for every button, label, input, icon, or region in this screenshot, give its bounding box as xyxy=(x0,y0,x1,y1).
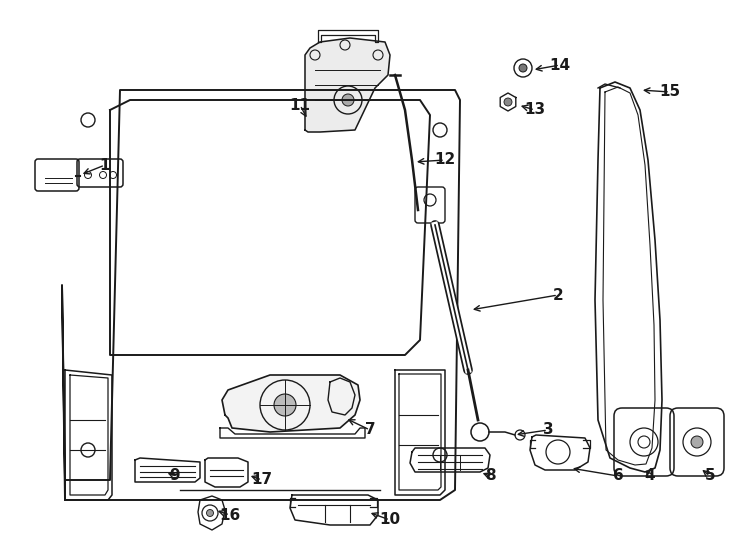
Text: 16: 16 xyxy=(219,508,241,523)
Polygon shape xyxy=(222,375,360,432)
Circle shape xyxy=(342,94,354,106)
Text: 14: 14 xyxy=(550,57,570,72)
Circle shape xyxy=(519,64,527,72)
Text: 3: 3 xyxy=(542,422,553,437)
Text: 10: 10 xyxy=(379,512,401,528)
Text: 11: 11 xyxy=(289,98,310,112)
Circle shape xyxy=(274,394,296,416)
Text: 2: 2 xyxy=(553,287,564,302)
Text: 15: 15 xyxy=(659,84,680,99)
Circle shape xyxy=(691,436,703,448)
Text: 7: 7 xyxy=(365,422,375,437)
Text: 8: 8 xyxy=(484,469,495,483)
Text: 9: 9 xyxy=(170,469,181,483)
Polygon shape xyxy=(305,38,390,132)
Circle shape xyxy=(504,98,512,106)
Text: 1: 1 xyxy=(100,158,110,172)
Circle shape xyxy=(206,510,214,516)
Text: 4: 4 xyxy=(644,469,655,483)
Text: 6: 6 xyxy=(613,469,623,483)
Text: 12: 12 xyxy=(435,152,456,167)
Text: 17: 17 xyxy=(252,472,272,488)
Text: 13: 13 xyxy=(524,103,545,118)
Text: 5: 5 xyxy=(705,469,716,483)
